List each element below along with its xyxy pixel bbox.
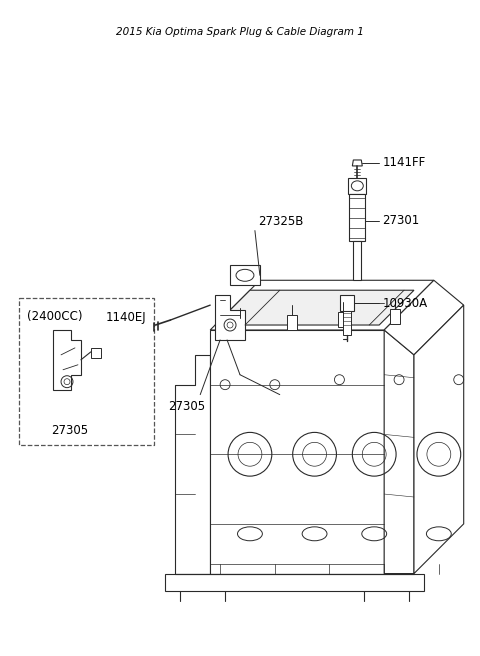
Polygon shape — [340, 295, 354, 311]
Polygon shape — [353, 241, 361, 280]
Polygon shape — [414, 305, 464, 573]
Text: 2015 Kia Optima Spark Plug & Cable Diagram 1: 2015 Kia Optima Spark Plug & Cable Diagr… — [116, 27, 364, 37]
Polygon shape — [215, 290, 414, 325]
Text: 27325B: 27325B — [258, 215, 303, 228]
Polygon shape — [390, 309, 400, 324]
Polygon shape — [287, 315, 297, 330]
Text: (2400CC): (2400CC) — [27, 310, 83, 323]
Polygon shape — [348, 178, 366, 194]
Text: 1140EJ: 1140EJ — [106, 310, 146, 323]
Polygon shape — [343, 311, 351, 335]
Polygon shape — [53, 330, 81, 390]
Polygon shape — [210, 330, 384, 573]
Bar — [19, 298, 154, 445]
Polygon shape — [384, 330, 414, 573]
Text: 27305: 27305 — [168, 400, 205, 413]
Polygon shape — [215, 295, 245, 340]
Polygon shape — [175, 355, 210, 573]
Text: 10930A: 10930A — [382, 297, 427, 310]
Polygon shape — [338, 312, 348, 327]
Text: 27305: 27305 — [51, 424, 88, 437]
Polygon shape — [384, 280, 464, 355]
Polygon shape — [230, 266, 260, 285]
Polygon shape — [352, 160, 362, 166]
Polygon shape — [235, 318, 245, 333]
Polygon shape — [91, 348, 101, 358]
Polygon shape — [210, 280, 434, 330]
Polygon shape — [166, 573, 424, 592]
Text: 27301: 27301 — [382, 214, 420, 227]
Polygon shape — [349, 194, 365, 241]
Text: 1141FF: 1141FF — [382, 157, 425, 169]
